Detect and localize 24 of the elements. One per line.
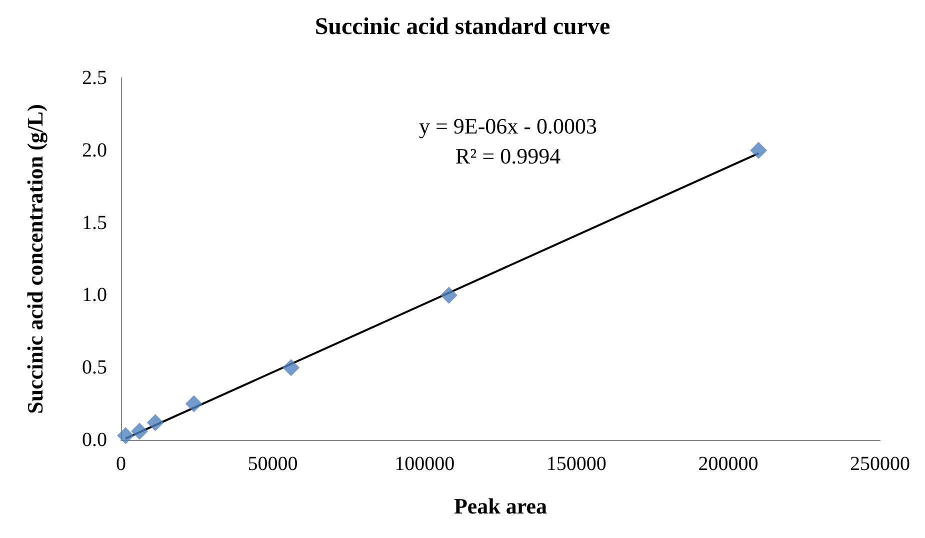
x-tick-label: 50000 <box>248 453 298 475</box>
x-tick-label: 100000 <box>394 453 455 475</box>
point <box>117 427 134 444</box>
x-tick-label: 250000 <box>850 453 910 475</box>
point <box>146 414 164 432</box>
point <box>282 359 300 376</box>
x-tick-label: 200000 <box>698 453 758 475</box>
x-axis-title: Peak area <box>454 494 548 518</box>
y-tick-label: 2.0 <box>82 139 107 162</box>
point <box>131 422 148 440</box>
y-tick-label: 1.5 <box>82 212 107 234</box>
x-tick-label: 0 <box>116 453 126 475</box>
y-tick-label: 0.5 <box>82 356 107 379</box>
y-tick-label: 1.0 <box>82 284 107 306</box>
annotation: y = 9E-06x - 0.0003 <box>419 114 597 138</box>
x-tick-label: 150000 <box>546 453 606 475</box>
y-tick-label: 2.5 <box>82 67 107 89</box>
y-axis-title: Succinic acid concentration (g/L) <box>22 104 48 414</box>
point <box>750 142 768 159</box>
point <box>440 286 458 304</box>
annotation: R² = 0.9994 <box>455 144 561 168</box>
y-tick-label: 0.0 <box>82 429 107 451</box>
chart-title: Succinic acid standard curve <box>314 14 611 40</box>
point <box>185 395 202 412</box>
